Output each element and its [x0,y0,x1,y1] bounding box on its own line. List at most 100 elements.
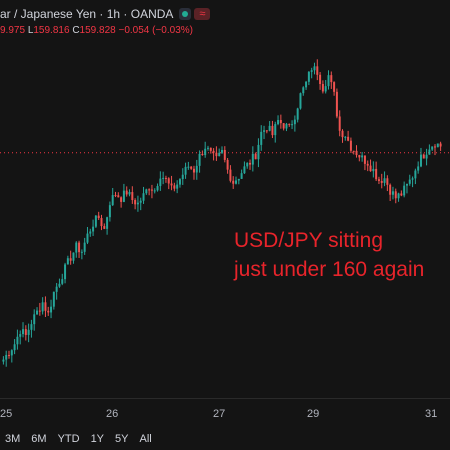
candle-body [235,180,238,184]
candle-body [226,159,229,170]
candle-body [162,177,165,179]
candle-body [313,66,316,71]
candle-body [195,165,198,173]
candle-body [383,178,386,183]
candle-body [274,124,277,136]
candle-body [221,149,223,153]
symbol-header: ar / Japanese Yen · 1h · OANDA ≈ [0,3,211,25]
candle-body [279,119,282,124]
candle-body [8,354,11,356]
candle-body [209,147,212,151]
candle-body [386,178,389,185]
candle-body [361,155,364,158]
chart-annotation: USD/JPY sitting just under 160 again [234,226,424,284]
wave-icon[interactable]: ≈ [194,8,211,20]
candle-body [414,170,417,179]
candle-body [366,163,369,166]
range-5y-button[interactable]: 5Y [115,433,129,445]
candle-body [24,329,27,335]
candle-body [120,197,123,202]
candle-body [288,123,291,125]
candles-group [2,59,442,367]
candle-body [310,70,313,72]
candle-body [117,195,120,198]
candle-body [321,84,324,92]
candle-body [52,291,55,307]
candle-body [229,169,232,181]
candle-body [204,148,207,156]
candle-body [94,215,97,227]
time-axis[interactable]: 25 26 27 29 31 [0,398,450,427]
candle-body [333,82,336,92]
annotation-line-1: USD/JPY sitting [234,229,383,252]
candle-body [198,153,201,166]
candle-body [38,310,41,312]
range-3m-button[interactable]: 3M [5,433,21,445]
candle-body [405,183,408,186]
ohlc-low-value: 159.816 [33,25,70,36]
candle-body [240,173,243,179]
candle-body [164,177,167,179]
candle-body [428,149,431,155]
candle-body [122,190,125,202]
candle-body [58,283,61,287]
time-tick: 31 [425,408,438,420]
candle-body [355,150,358,156]
candle-body [324,86,327,92]
candle-body [352,150,355,152]
candle-body [22,329,25,335]
candle-body [375,168,378,180]
range-1y-button[interactable]: 1Y [90,433,105,445]
candle-body [134,200,137,205]
candle-body [187,166,190,168]
candle-body [257,144,260,160]
candle-body [305,81,308,88]
candle-body [92,226,95,232]
range-6m-button[interactable]: 6M [31,433,47,445]
candle-body [181,174,184,180]
time-tick: 27 [213,408,226,420]
candle-body [201,153,204,156]
candle-body [254,153,257,160]
candle-body [277,119,280,125]
range-ytd-button[interactable]: YTD [57,433,80,445]
candle-body [291,124,294,126]
range-all-button[interactable]: All [139,433,152,445]
candle-body [285,123,288,129]
candle-body [64,264,67,280]
candle-body [389,184,392,195]
candle-body [425,154,428,159]
candle-body [5,354,8,360]
candle-body [422,154,425,159]
candle-body [178,179,181,185]
time-tick: 29 [307,408,320,420]
candle-body [89,231,92,234]
candle-body [296,108,299,120]
candle-body [327,75,330,87]
ohlc-legend: 9.975 L159.816 C159.828 −0.054 (−0.03%) [0,25,193,36]
candle-body [232,180,235,184]
candle-body [72,252,75,261]
symbol-title[interactable]: ar / Japanese Yen · 1h · OANDA [0,7,174,21]
candle-body [50,306,53,313]
candle-body [436,143,439,148]
candle-body [338,116,341,131]
candle-body [47,310,50,313]
candle-body [344,136,347,138]
candle-body [173,185,176,189]
candle-body [145,189,148,194]
candle-body [307,71,310,82]
candle-body [41,302,44,312]
candle-body [391,191,394,195]
candle-body [299,93,302,109]
candle-body [251,153,254,165]
candle-body [106,217,109,229]
candle-body [55,286,58,292]
market-open-icon [179,8,192,20]
candle-body [218,152,221,157]
candle-body [293,119,296,125]
candle-body [36,310,39,315]
candle-body [19,334,22,337]
candle-body [13,344,16,351]
